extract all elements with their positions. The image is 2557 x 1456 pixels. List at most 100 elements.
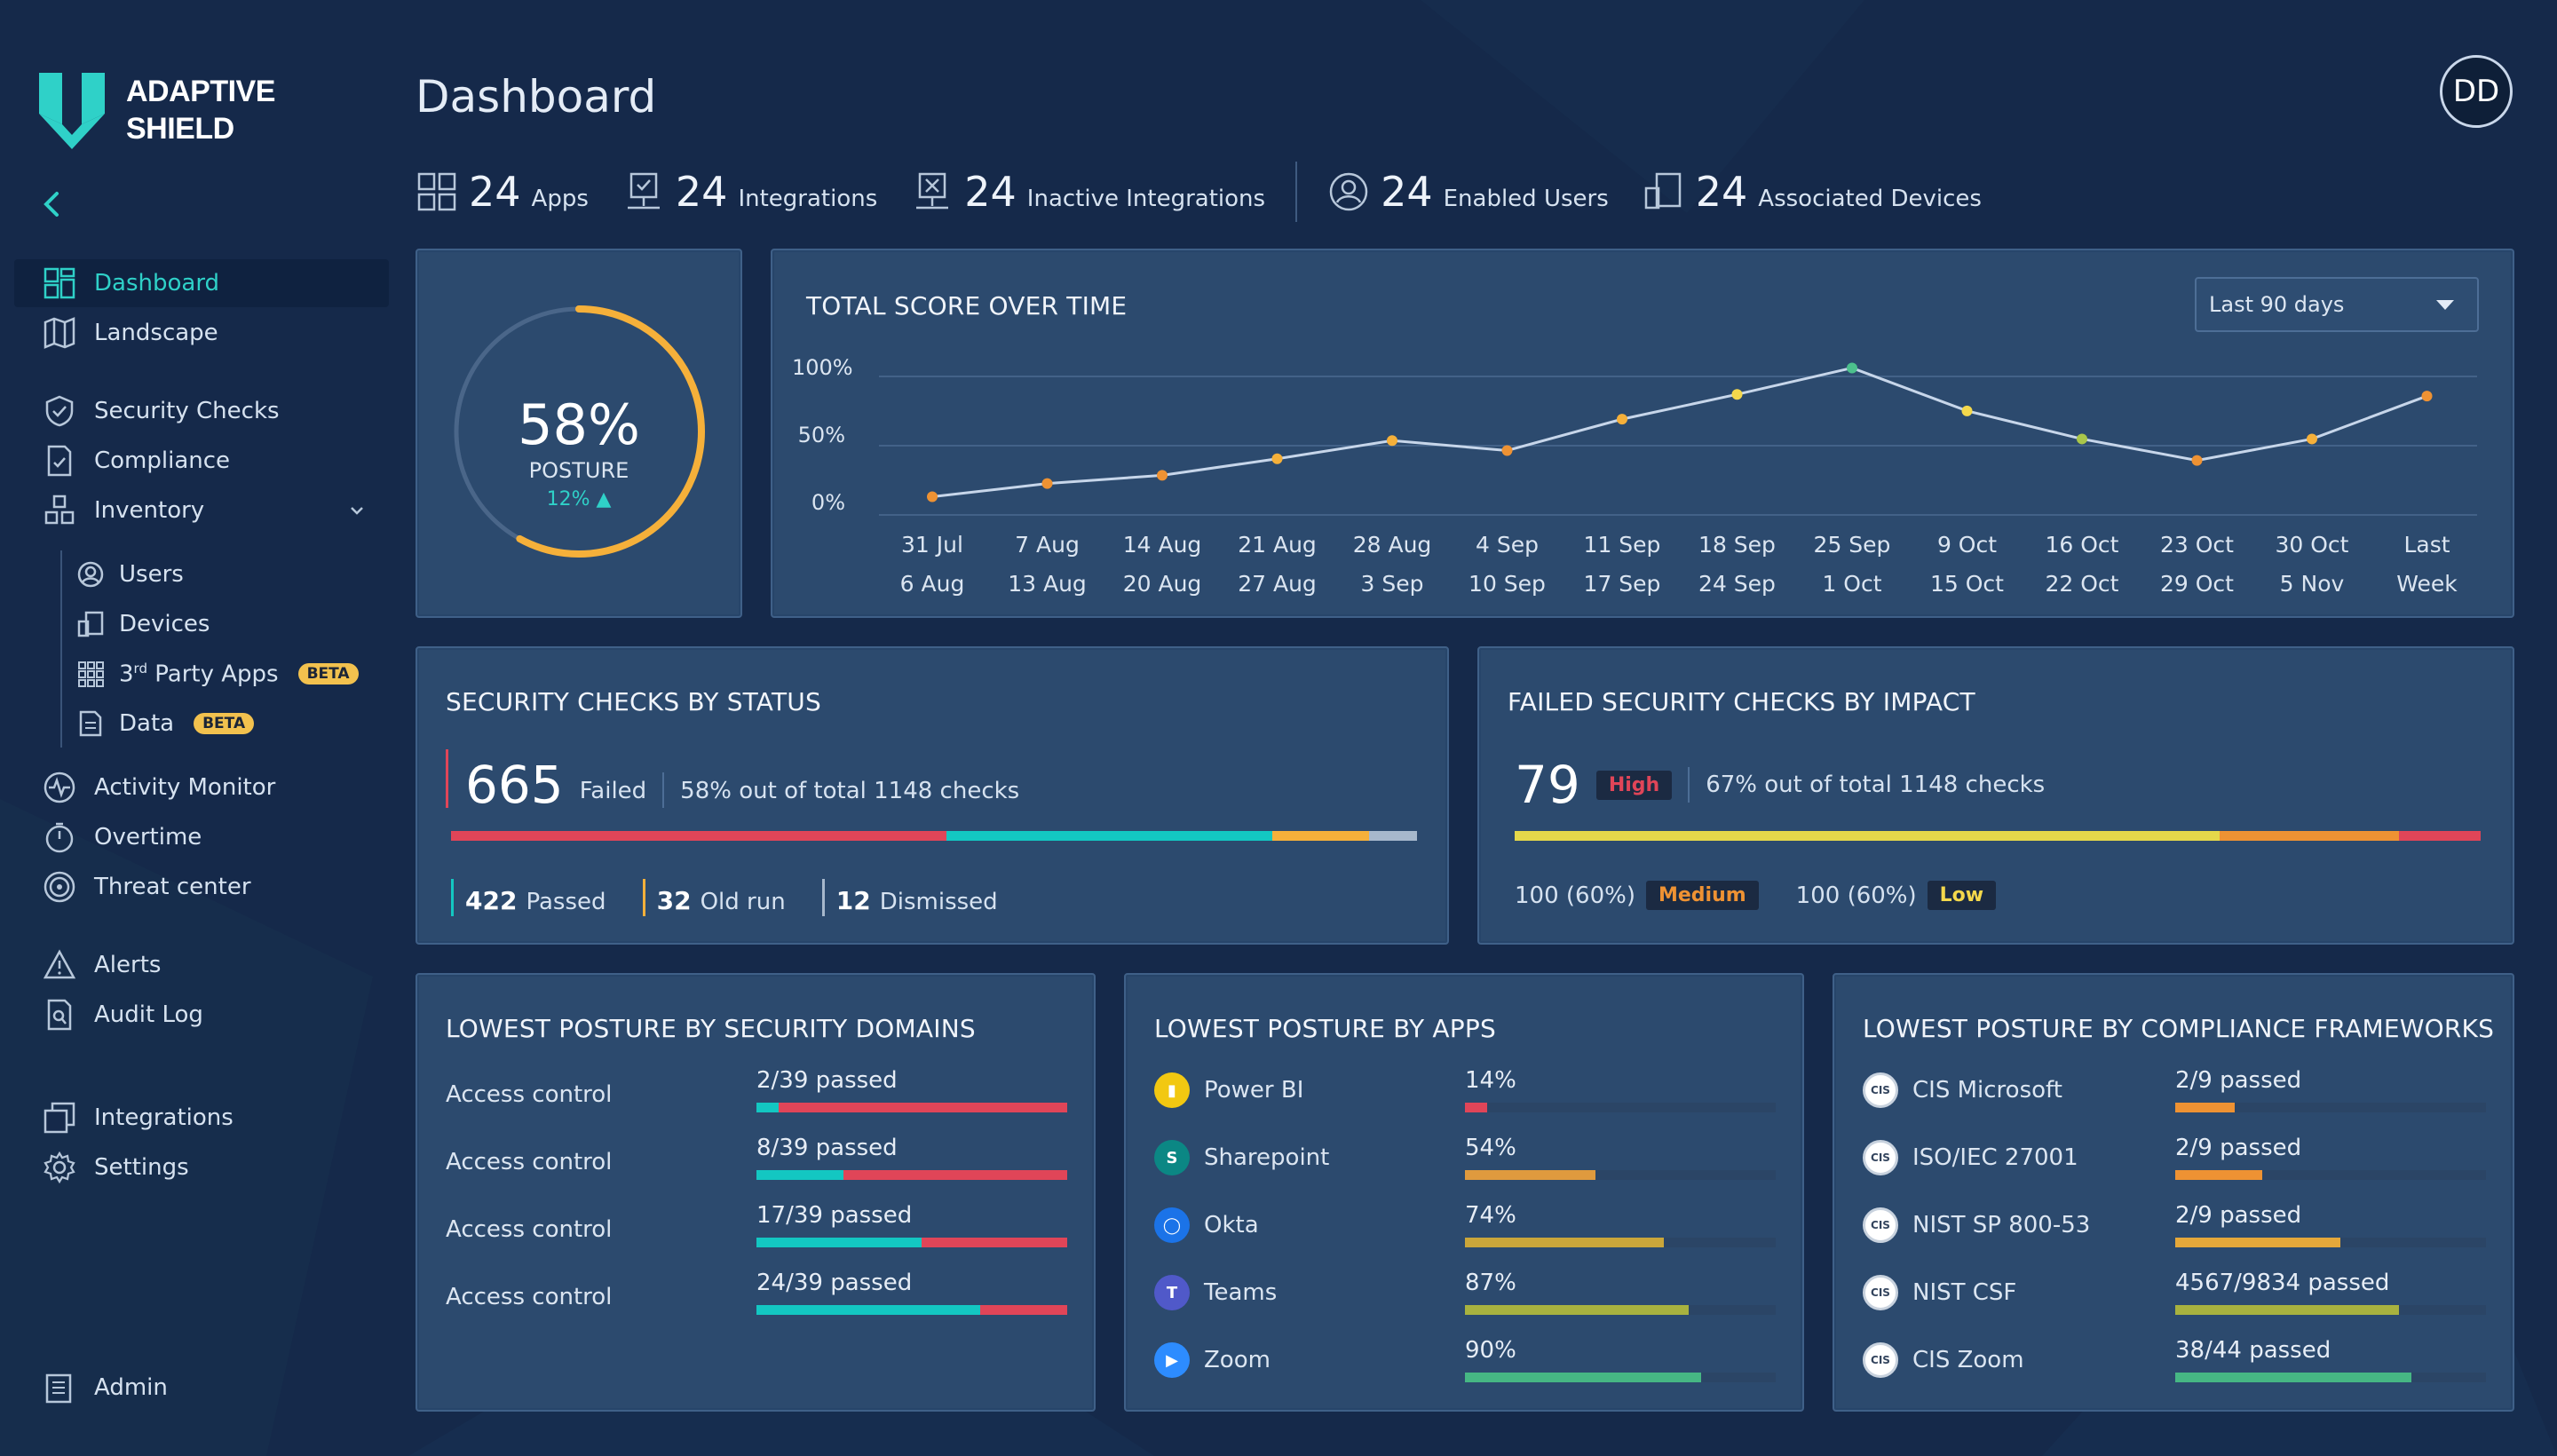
data-point[interactable]	[1961, 405, 1973, 416]
data-point[interactable]	[1271, 453, 1283, 464]
stat-apps[interactable]: 24 Apps	[416, 168, 589, 216]
time-range-select[interactable]: Last 90 days	[2195, 277, 2479, 332]
nav-threat-center[interactable]: Threat center	[14, 863, 389, 911]
gear-icon	[43, 1151, 76, 1184]
card-title: FAILED SECURITY CHECKS BY IMPACT	[1508, 687, 1975, 716]
nav-landscape[interactable]: Landscape	[14, 309, 389, 357]
domain-row[interactable]: Access control 24/39 passed	[444, 1270, 1067, 1337]
data-point[interactable]	[2191, 455, 2203, 466]
nav-dashboard[interactable]: Dashboard	[14, 259, 389, 307]
legend-label: Old run	[700, 889, 786, 915]
brand-line-1: ADAPTIVE	[126, 75, 275, 108]
posture-percent: 58%	[518, 392, 640, 457]
app-row[interactable]: S Sharepoint 54%	[1152, 1135, 1776, 1202]
security-checks-by-status-card[interactable]: SECURITY CHECKS BY STATUS 665 Failed 58%…	[416, 646, 1449, 945]
stat-enabled-users[interactable]: 24 Enabled Users	[1327, 168, 1609, 216]
legend-value: 422	[465, 886, 518, 915]
nav-alerts[interactable]: Alerts	[14, 941, 389, 989]
app-name-cell: ▶ Zoom	[1154, 1342, 1271, 1378]
domain-value: 8/39 passed	[756, 1135, 898, 1161]
framework-list: CIS CIS Microsoft 2/9 passed CIS ISO/IEC 270…	[1861, 1067, 2486, 1405]
nav-label: Compliance	[94, 447, 231, 474]
x-tick: 9 Oct 15 Oct	[1914, 526, 2021, 604]
app-bar-fill	[1465, 1238, 1664, 1247]
data-point[interactable]	[2307, 433, 2317, 445]
nav-devices[interactable]: Devices	[14, 600, 389, 648]
nav-security-checks[interactable]: Security Checks	[14, 387, 389, 435]
data-point[interactable]	[1617, 414, 1627, 425]
legend-dismissed[interactable]: 12 Dismissed	[821, 879, 998, 916]
brand-logo[interactable]: ADAPTIVE SHIELD	[36, 69, 275, 151]
data-point[interactable]	[927, 491, 938, 502]
data-point[interactable]	[1847, 362, 1857, 374]
avatar[interactable]: DD	[2440, 55, 2513, 128]
y-tick: 0%	[811, 490, 845, 515]
data-point[interactable]	[2421, 391, 2433, 402]
caret-down-icon	[2436, 300, 2454, 310]
data-point[interactable]	[1041, 478, 1053, 489]
domain-bar-track	[756, 1170, 1067, 1180]
x-tick: 16 Oct 22 Oct	[2029, 526, 2135, 604]
app-name: Sharepoint	[1204, 1144, 1330, 1171]
data-point[interactable]	[1501, 445, 1513, 456]
data-point[interactable]	[1157, 470, 1168, 481]
nav-settings[interactable]: Settings	[14, 1143, 389, 1191]
x-tick-line1: 30 Oct	[2275, 532, 2349, 558]
nav-users[interactable]: Users	[14, 550, 389, 598]
stat-associated-devices[interactable]: 24 Associated Devices	[1643, 168, 1982, 216]
framework-value: 2/9 passed	[2175, 1135, 2302, 1161]
framework-bar-track	[2175, 1170, 2486, 1180]
stat-integrations[interactable]: 24 Integrations	[622, 168, 877, 216]
data-point[interactable]	[1731, 389, 1743, 400]
framework-row[interactable]: CIS NIST CSF 4567/9834 passed	[1861, 1270, 2486, 1337]
framework-row[interactable]: CIS CIS Zoom 38/44 passed	[1861, 1337, 2486, 1405]
nav-overtime[interactable]: Overtime	[14, 813, 389, 861]
nav-third-party-apps[interactable]: 3rd Party Apps BETA	[14, 650, 389, 698]
domain-row[interactable]: Access control 17/39 passed	[444, 1202, 1067, 1270]
framework-row[interactable]: CIS NIST SP 800-53 2/9 passed	[1861, 1202, 2486, 1270]
data-point[interactable]	[2077, 433, 2087, 445]
nav-compliance[interactable]: Compliance	[14, 437, 389, 485]
domain-row[interactable]: Access control 8/39 passed	[444, 1135, 1067, 1202]
nav-audit-log[interactable]: Audit Log	[14, 991, 389, 1039]
legend-passed[interactable]: 422 Passed	[451, 879, 606, 916]
app-name: Okta	[1204, 1212, 1259, 1238]
app-row[interactable]: ◯ Okta 74%	[1152, 1202, 1776, 1270]
impact-bar	[1515, 831, 2481, 841]
framework-row[interactable]: CIS CIS Microsoft 2/9 passed	[1861, 1067, 2486, 1135]
collapse-sidebar-icon[interactable]	[39, 188, 66, 220]
x-tick-line1: 23 Oct	[2160, 532, 2234, 558]
nav-data[interactable]: Data BETA	[14, 700, 389, 748]
nav-activity-monitor[interactable]: Activity Monitor	[14, 764, 389, 811]
framework-bar-fill	[2175, 1305, 2399, 1315]
stat-value: 24	[964, 168, 1017, 216]
posture-card[interactable]: 58% POSTURE 12% ▲	[416, 249, 742, 618]
failed-marker	[446, 749, 448, 808]
beta-badge: BETA	[297, 663, 359, 684]
y-tick: 100%	[792, 355, 853, 380]
app-row[interactable]: ▶ Zoom 90%	[1152, 1337, 1776, 1405]
domain-value: 17/39 passed	[756, 1202, 913, 1229]
stat-inactive-integrations[interactable]: 24 Inactive Integrations	[911, 168, 1265, 216]
domain-row[interactable]: Access control 2/39 passed	[444, 1067, 1067, 1135]
nav-integrations[interactable]: Integrations	[14, 1094, 389, 1142]
nav-label: Inventory	[94, 497, 205, 524]
framework-row[interactable]: CIS ISO/IEC 27001 2/9 passed	[1861, 1135, 2486, 1202]
legend-old-run[interactable]: 32 Old run	[642, 879, 786, 916]
app-row[interactable]: ▮ Power BI 14%	[1152, 1067, 1776, 1135]
stat-label: Associated Devices	[1758, 186, 1982, 212]
nav-inventory[interactable]: Inventory	[14, 487, 389, 534]
x-tick-line1: 16 Oct	[2045, 532, 2119, 558]
framework-name: CIS Microsoft	[1912, 1077, 2062, 1104]
framework-name-cell: CIS CIS Microsoft	[1863, 1072, 2062, 1108]
nav-label-sup: rd	[133, 660, 147, 677]
stat-value: 24	[469, 168, 521, 216]
app-row[interactable]: T Teams 87%	[1152, 1270, 1776, 1337]
chevron-down-icon[interactable]	[348, 504, 366, 517]
data-point[interactable]	[1387, 435, 1397, 447]
x-tick: 7 Aug 13 Aug	[994, 526, 1101, 604]
nav-admin[interactable]: Admin	[14, 1364, 389, 1412]
failed-checks-by-impact-card[interactable]: FAILED SECURITY CHECKS BY IMPACT 79 High…	[1477, 646, 2514, 945]
apps-grid-icon	[76, 660, 105, 688]
nav-label: Overtime	[94, 824, 202, 851]
